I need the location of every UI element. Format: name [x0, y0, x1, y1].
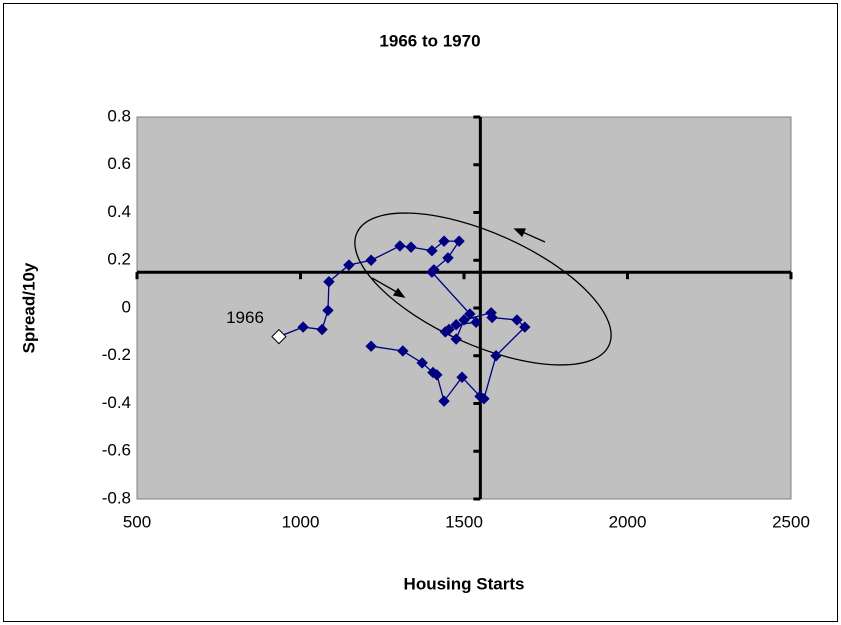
point [416, 357, 428, 369]
start-point [271, 328, 287, 345]
point [323, 276, 335, 288]
point [470, 316, 482, 329]
y-tick-label: -0.6 [102, 441, 131, 460]
y-axis-label: Spread/10y [19, 262, 38, 353]
point [464, 308, 476, 320]
y-tick-label: -0.2 [102, 345, 131, 364]
x-tick-label: 1000 [282, 512, 320, 531]
point [405, 241, 417, 253]
x-tick-label: 2500 [772, 512, 810, 531]
point [438, 395, 450, 407]
y-tick-label: 0 [122, 297, 131, 316]
point [365, 340, 377, 352]
x-axis-label: Housing Starts [404, 574, 525, 593]
point [365, 254, 377, 266]
point [453, 235, 465, 247]
point [394, 240, 406, 252]
point [439, 326, 452, 338]
point [456, 371, 468, 383]
point [438, 235, 450, 247]
point [519, 321, 531, 333]
point [511, 314, 523, 326]
y-tick-label: -0.8 [102, 488, 131, 507]
point [322, 304, 334, 317]
x-tick-label: 1500 [445, 512, 483, 531]
point [450, 333, 462, 345]
x-tick-label: 500 [123, 512, 151, 531]
y-tick-label: 0.4 [107, 202, 131, 221]
point [297, 321, 309, 333]
y-tick-label: -0.4 [102, 393, 131, 412]
point [316, 323, 328, 336]
y-tick-label: 0.8 [107, 106, 131, 125]
annotation: 1966 [226, 308, 264, 327]
chart-title: 1966 to 1970 [379, 31, 480, 50]
point [486, 311, 498, 324]
point [427, 366, 439, 379]
x-tick-label: 2000 [609, 512, 647, 531]
point [458, 314, 470, 326]
point [426, 266, 438, 278]
point [474, 390, 486, 403]
y-tick-label: 0.2 [107, 250, 131, 269]
point [490, 350, 502, 362]
point [442, 252, 454, 264]
point [343, 259, 355, 271]
y-tick-label: 0.6 [107, 154, 131, 173]
point [397, 345, 409, 357]
point [450, 319, 462, 331]
point [426, 244, 438, 257]
